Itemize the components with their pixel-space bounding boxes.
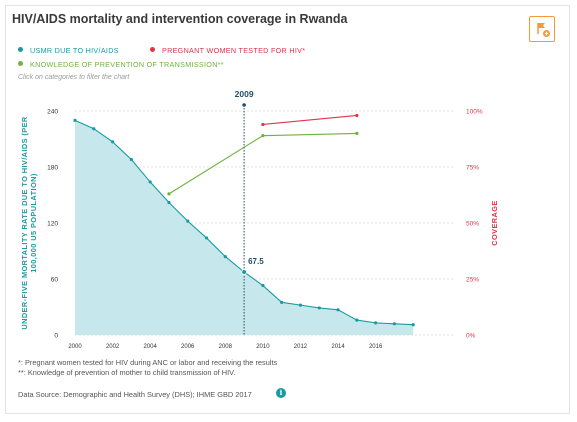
- legend-item-knowledge-prevention[interactable]: KNOWLEDGE OF PREVENTION OF TRANSMISSION*…: [18, 60, 224, 69]
- x-tick-label: 2006: [181, 344, 195, 350]
- data-point: [204, 236, 209, 240]
- chart-title: HIV/AIDS mortality and intervention cove…: [12, 12, 348, 26]
- series-line: [262, 114, 357, 125]
- footnote-1: *: Pregnant women tested for HIV during …: [18, 358, 278, 367]
- legend-label: KNOWLEDGE OF PREVENTION OF TRANSMISSION*…: [30, 60, 224, 69]
- legend-dot: [150, 47, 155, 52]
- data-point: [261, 283, 265, 288]
- y-axis-label-right: COVERAGE: [490, 200, 499, 246]
- flag-button[interactable]: [529, 16, 555, 42]
- legend-label: USMR DUE TO HIV/AIDS: [30, 46, 119, 55]
- filter-hint: Click on categories to filter the chart: [18, 74, 130, 81]
- legend-dot: [18, 47, 23, 52]
- y-tick-label-left: 120: [47, 221, 58, 228]
- data-source: Data Source: Demographic and Health Surv…: [18, 390, 252, 399]
- data-point: [261, 134, 265, 138]
- x-tick-label: 2002: [106, 344, 120, 350]
- legend-label: PREGNANT WOMEN TESTED FOR HIV*: [162, 46, 306, 55]
- data-point: [261, 122, 265, 127]
- data-point: [92, 127, 96, 131]
- x-tick-label: 2000: [68, 344, 82, 350]
- data-point: [223, 255, 227, 259]
- y-tick-label-right: 75%: [466, 165, 479, 172]
- x-tick-label: 2014: [331, 344, 345, 350]
- data-point: [280, 300, 284, 304]
- y-axis-label-left: UNDER-FIVE MORTALITY RATE DUE TO HIV/AID…: [20, 116, 38, 330]
- y-tick-label-left: 180: [47, 165, 58, 172]
- x-tick-label: 2004: [143, 344, 157, 350]
- data-point: [298, 303, 303, 307]
- info-icon[interactable]: i: [276, 388, 286, 398]
- y-axis-label-left-line1: UNDER-FIVE MORTALITY RATE DUE TO HIV/AID…: [20, 116, 29, 330]
- data-point: [73, 118, 77, 122]
- legend-dot: [18, 61, 23, 66]
- data-point: [355, 131, 359, 135]
- data-point: [392, 322, 397, 326]
- data-point: [167, 200, 171, 205]
- flag-plus-icon: [537, 23, 550, 37]
- data-point: [148, 180, 152, 184]
- y-axis-label-left-line2: 100,000 U5 POPULATION): [29, 173, 38, 273]
- data-point: [317, 306, 321, 310]
- y-tick-label-right: 25%: [466, 277, 479, 284]
- y-tick-label-right: 100%: [466, 109, 483, 116]
- footnote-2: **: Knowledge of prevention of mother to…: [18, 368, 236, 377]
- data-point: [336, 308, 340, 312]
- x-tick-label: 2010: [256, 344, 270, 350]
- data-point: [355, 113, 359, 118]
- data-point: [167, 192, 171, 196]
- y-tick-label-left: 0: [54, 333, 58, 340]
- data-point: [242, 270, 246, 274]
- x-tick-label: 2016: [369, 344, 383, 350]
- y-tick-label-right: 0%: [466, 333, 476, 340]
- legend-item-usmr[interactable]: USMR DUE TO HIV/AIDS: [18, 46, 119, 55]
- marker-value-label: 67.5: [248, 257, 264, 266]
- y-tick-label-right: 50%: [466, 221, 479, 228]
- year-marker: 2009 67.5: [235, 89, 264, 335]
- ticks-layer: 0 0% 60 25% 120 50% 180 75% 240 100% 2000 2002 2004 2…: [47, 109, 483, 351]
- series-line: [168, 132, 357, 195]
- data-point: [129, 157, 133, 162]
- area-layer: [75, 120, 414, 335]
- legend-item-pregnant-women-tested[interactable]: PREGNANT WOMEN TESTED FOR HIV*: [150, 46, 305, 55]
- data-point: [374, 321, 378, 325]
- points-layer: [73, 113, 415, 327]
- marker-dot: [242, 103, 246, 107]
- series-area: [75, 120, 414, 335]
- data-point: [186, 219, 190, 223]
- marker-year-label: 2009: [235, 89, 254, 99]
- x-tick-label: 2008: [219, 344, 233, 350]
- x-tick-label: 2012: [294, 344, 308, 350]
- y-tick-label-left: 240: [47, 109, 58, 116]
- data-point: [411, 323, 415, 327]
- data-point: [355, 318, 359, 322]
- data-point: [110, 140, 115, 144]
- y-tick-label-left: 60: [51, 277, 59, 284]
